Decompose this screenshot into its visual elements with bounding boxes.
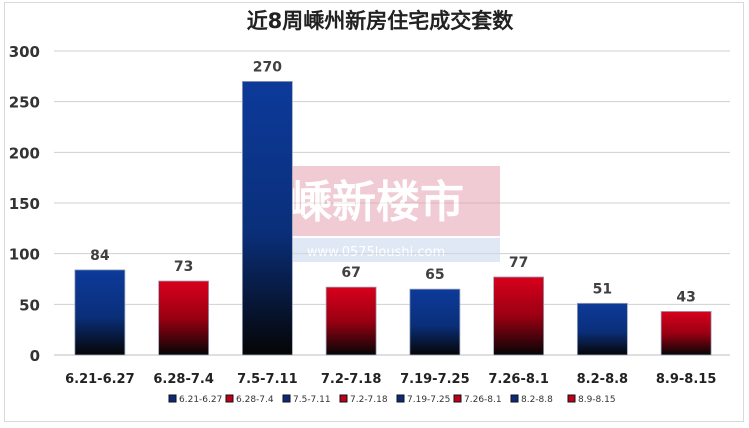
- watermark-url-strip: [252, 238, 500, 262]
- x-tick-label: 6.21-6.27: [65, 372, 135, 387]
- bar-6.21-6.27: [74, 269, 126, 356]
- y-tick-label: 200: [9, 144, 40, 162]
- x-tick-label: 8.2-8.8: [577, 372, 628, 387]
- bars: [74, 81, 712, 356]
- y-tick-label: 250: [9, 94, 40, 112]
- x-tick-label: 8.9-8.15: [656, 372, 717, 387]
- watermark-box: [252, 166, 500, 236]
- data-label: 43: [676, 289, 695, 305]
- y-axis-ticks: 0 50 100 150 200 250 300: [9, 43, 40, 365]
- data-labels: 84 73 270 67 65 77 51 43: [90, 59, 696, 305]
- legend-item: 8.9-8.15: [567, 394, 616, 405]
- y-tick-label: 50: [19, 296, 40, 314]
- legend-item: 6.21-6.27: [168, 394, 222, 405]
- legend-swatch: [225, 394, 234, 403]
- watermark: 嵊新楼市 www.0575loushi.com: [252, 166, 500, 262]
- x-tick-label: 7.2-7.18: [321, 372, 382, 387]
- watermark-text: 嵊新楼市: [288, 177, 464, 228]
- y-tick-label: 300: [9, 43, 40, 61]
- legend-swatch: [567, 394, 576, 403]
- legend-swatch: [282, 394, 291, 403]
- legend-label: 7.2-7.18: [350, 395, 388, 405]
- x-tick-label: 7.5-7.11: [237, 372, 298, 387]
- legend-swatch: [510, 394, 519, 403]
- x-tick-label: 7.26-8.1: [488, 372, 549, 387]
- data-label: 65: [425, 267, 444, 283]
- legend-label: 8.2-8.8: [521, 395, 553, 405]
- legend-item: 7.2-7.18: [339, 394, 388, 405]
- legend-label: 7.5-7.11: [293, 395, 331, 405]
- legend-item: 7.26-8.1: [453, 394, 502, 405]
- watermark-url: www.0575loushi.com: [307, 245, 445, 260]
- data-label: 67: [341, 265, 360, 281]
- y-tick-label: 0: [30, 347, 40, 365]
- bar-7.26-8.1: [493, 276, 545, 356]
- legend-label: 7.19-7.25: [407, 395, 450, 405]
- data-label: 51: [593, 281, 612, 297]
- legend-swatch: [453, 394, 462, 403]
- x-tick-label: 7.19-7.25: [400, 372, 470, 387]
- x-axis-ticks: 6.21-6.27 6.28-7.4 7.5-7.11 7.2-7.18 7.19-7.…: [65, 372, 716, 387]
- bar-7.5-7.11: [241, 81, 293, 356]
- legend-item: 7.5-7.11: [282, 394, 331, 405]
- chart-title: 近8周嵊州新房住宅成交套数: [247, 9, 515, 33]
- legend: 6.21-6.27 6.28-7.4 7.5-7.11 7.2-7.18 7.19-7.…: [168, 394, 616, 405]
- data-label: 270: [253, 59, 282, 75]
- legend-swatch: [168, 394, 177, 403]
- legend-label: 6.21-6.27: [179, 395, 222, 405]
- legend-item: 7.19-7.25: [396, 394, 450, 405]
- bar-8.2-8.8: [576, 302, 628, 356]
- legend-item: 6.28-7.4: [225, 394, 274, 405]
- legend-label: 8.9-8.15: [578, 395, 616, 405]
- legend-swatch: [339, 394, 348, 403]
- data-label: 77: [509, 255, 528, 271]
- y-tick-label: 100: [9, 246, 40, 264]
- legend-swatch: [396, 394, 405, 403]
- bar-7.19-7.25: [409, 288, 461, 356]
- bar-7.2-7.18: [325, 286, 377, 356]
- legend-label: 6.28-7.4: [236, 395, 274, 405]
- bar-8.9-8.15: [660, 311, 712, 356]
- y-tick-label: 150: [9, 195, 40, 213]
- legend-item: 8.2-8.8: [510, 394, 553, 405]
- legend-label: 7.26-8.1: [464, 395, 502, 405]
- data-label: 73: [174, 259, 193, 275]
- x-tick-label: 6.28-7.4: [153, 372, 214, 387]
- data-label: 84: [90, 248, 110, 264]
- bar-6.28-7.4: [158, 280, 210, 356]
